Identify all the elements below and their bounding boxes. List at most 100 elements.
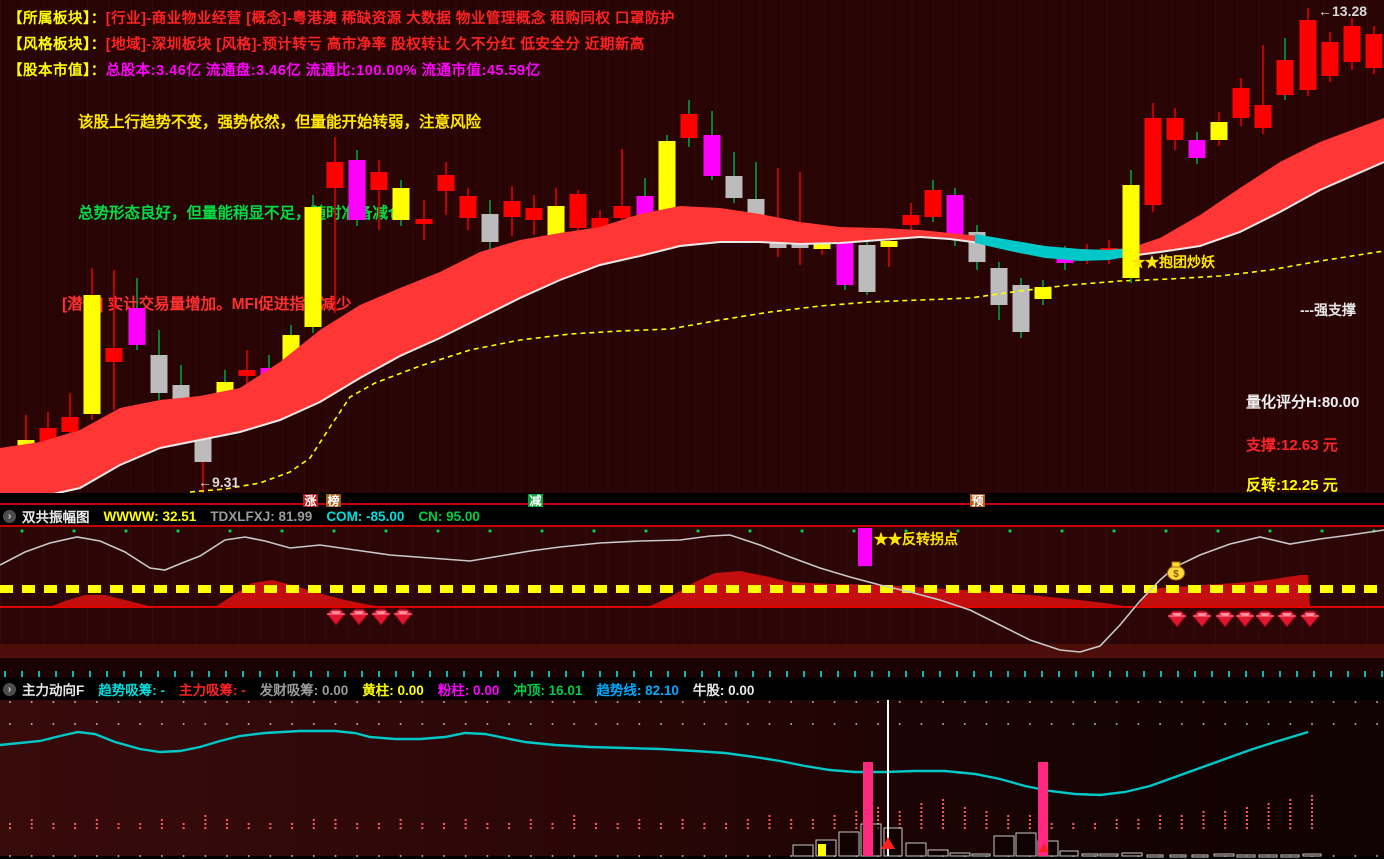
grid-dot — [644, 529, 648, 533]
marker-limit-up[interactable]: 涨 — [303, 494, 318, 508]
gem-icon — [393, 608, 413, 626]
grid-dot — [291, 701, 294, 703]
grid-dot — [1332, 701, 1335, 703]
grid-dot — [898, 701, 901, 703]
volume-outline-bar — [1280, 854, 1300, 858]
grid-dot — [1112, 529, 1116, 533]
cyan-tick — [650, 671, 652, 677]
cyan-tick — [55, 671, 57, 677]
candle — [525, 208, 543, 220]
candle — [703, 135, 721, 176]
grid-dot — [1354, 723, 1357, 725]
grid-dot — [356, 701, 359, 703]
marker-forecast[interactable]: 预 — [970, 494, 985, 508]
candle — [1232, 88, 1250, 118]
grid-dot — [182, 855, 185, 857]
grid-dot — [833, 701, 836, 703]
candle — [1321, 42, 1339, 76]
grid-dot — [1072, 723, 1075, 725]
cyan-tick — [446, 671, 448, 677]
candle — [1210, 122, 1228, 140]
grid-dot — [1376, 855, 1379, 857]
grid-dot — [1376, 723, 1379, 725]
grid-dot — [30, 855, 33, 857]
grid-dot — [421, 855, 424, 857]
cyan-tick — [4, 671, 6, 677]
grid-dot — [852, 529, 856, 533]
oscillator-chart[interactable]: $ — [0, 527, 1384, 678]
grid-dot — [855, 723, 858, 725]
cyan-tick — [293, 671, 295, 677]
cyan-tick — [208, 671, 210, 677]
grid-dot — [703, 701, 706, 703]
grid-dot — [703, 723, 706, 725]
grid-dot — [768, 723, 771, 725]
grid-dot — [1224, 723, 1227, 725]
grid-dot — [638, 723, 641, 725]
grid-dot — [247, 723, 250, 725]
cyan-tick — [242, 671, 244, 677]
grid-dot — [638, 701, 641, 703]
candle — [481, 214, 499, 242]
cyan-tick — [72, 671, 74, 677]
cyan-tick — [769, 671, 771, 677]
candle — [613, 206, 631, 218]
volume-outline-bar — [905, 842, 927, 857]
grid-dot — [139, 701, 142, 703]
collapse-panel-icon-2[interactable]: › — [3, 682, 16, 696]
grid-dot — [247, 855, 250, 857]
marker-reduce[interactable]: 减 — [528, 494, 543, 508]
cyan-tick — [276, 671, 278, 677]
oscillator-header-item-0: 双共振幅图 — [22, 510, 90, 525]
grid-dot — [1060, 529, 1064, 533]
candlestick-chart[interactable]: 该股上行趋势不变，强势依然，但量能开始转弱，注意风险总势形态良好，但量能稍显不足… — [0, 0, 1384, 493]
cyan-tick — [1381, 671, 1383, 677]
candle — [61, 417, 79, 432]
volume-outline-bar — [1236, 854, 1256, 858]
candle — [880, 241, 898, 247]
grid-dot — [1289, 701, 1292, 703]
grid-dot — [226, 855, 228, 857]
grid-dot — [9, 855, 11, 857]
grid-dot — [877, 723, 879, 725]
grid-dot — [30, 723, 33, 725]
cyan-tick — [905, 671, 907, 677]
marker-ranking[interactable]: 榜 — [326, 494, 341, 508]
collapse-panel-icon[interactable]: › — [3, 509, 16, 523]
grid-dot — [1137, 701, 1140, 703]
panel-separator-line — [0, 503, 1384, 505]
grid-dot — [443, 723, 445, 725]
panel-separator-line-2 — [0, 525, 1384, 527]
oscillator-panel-header[interactable]: › 双共振幅图 WWWW: 32.51 TDXLFXJ: 81.99 COM: -85… — [0, 507, 1384, 525]
grid-dot — [1072, 701, 1075, 703]
grid-dot — [1137, 723, 1140, 725]
info-capital-line: 【股本市值】：总股本:3.46亿 流通盘:3.46亿 流通比:100.00% 流… — [8, 59, 541, 80]
main-force-header-item-4: 黄柱: 0.00 — [362, 683, 424, 698]
main-force-chart[interactable] — [0, 700, 1384, 859]
grid-dot — [508, 723, 511, 725]
grid-dot — [160, 723, 163, 725]
grid-dot — [9, 701, 11, 703]
grid-dot — [811, 701, 814, 703]
candle — [83, 295, 101, 414]
grid-dot — [1115, 701, 1118, 703]
momentum-area — [215, 580, 382, 607]
grid-dot — [942, 701, 945, 703]
support-price-label: 支撑:12.63 元 — [1246, 437, 1338, 454]
cyan-tick — [1313, 671, 1315, 677]
grid-dot — [176, 529, 180, 533]
crosshair-cursor-line[interactable] — [887, 700, 889, 856]
trend-band — [0, 118, 1384, 493]
cyan-tick — [922, 671, 924, 677]
grid-dot — [160, 701, 163, 703]
volume-outline-bar — [1059, 850, 1079, 857]
main-force-panel-header[interactable]: › 主力动向F 趋势吸筹: - 主力吸筹: - 发财吸筹: 0.00 黄柱: 0.00 粉… — [0, 679, 1384, 699]
grid-dot — [681, 723, 684, 725]
oscillator-header-item-4: CN: 95.00 — [418, 508, 480, 524]
cyan-tick — [1160, 671, 1162, 677]
info-sector-line: 【所属板块】：[行业]-商业物业经营 [概念]-粤港澳 稀缺资源 大数据 物业管… — [8, 7, 675, 28]
cyan-tick — [1330, 671, 1332, 677]
grid-dot — [117, 855, 120, 857]
grid-dot — [1007, 723, 1010, 725]
grid-dot — [399, 855, 402, 857]
